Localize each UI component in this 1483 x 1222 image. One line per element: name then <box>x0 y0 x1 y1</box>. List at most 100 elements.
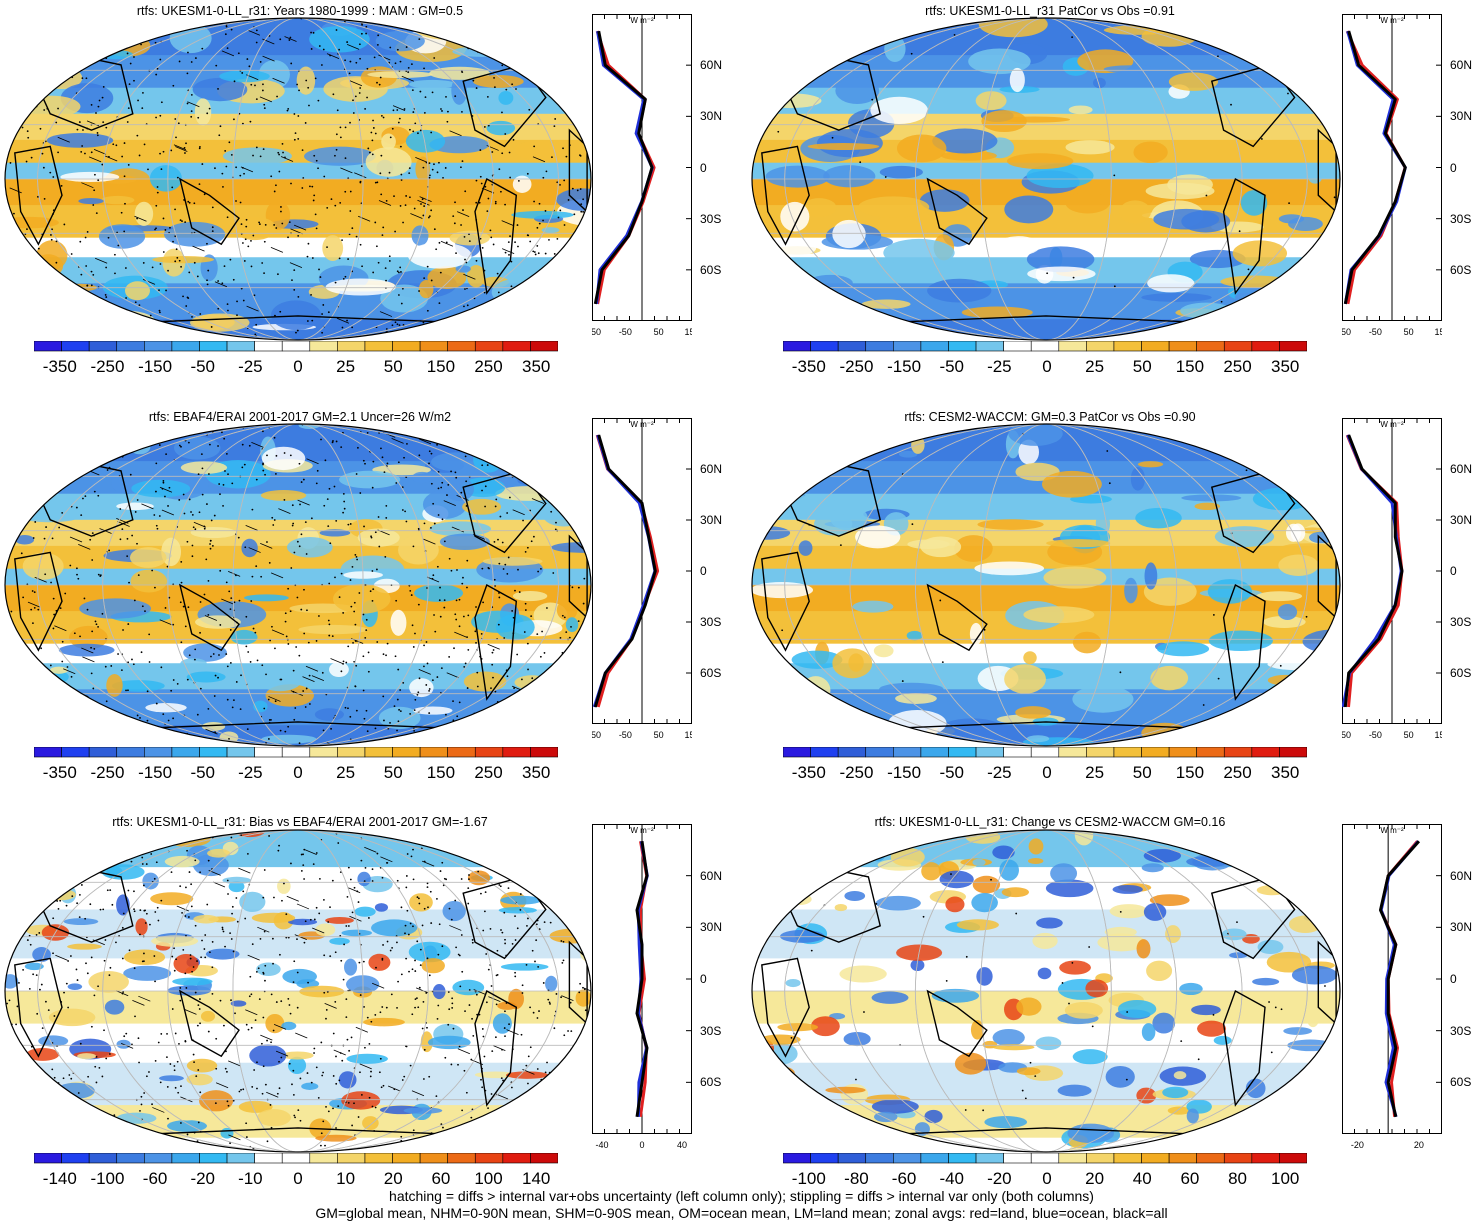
stipple-dot <box>374 221 377 224</box>
map-field-blob <box>518 830 564 837</box>
stipple-dot <box>396 941 398 944</box>
stipple-dot <box>226 1100 229 1103</box>
stipple-dot <box>300 870 303 872</box>
stipple-dot <box>167 719 170 722</box>
map-field-blob <box>814 512 853 536</box>
stipple-dot <box>189 424 192 425</box>
stipple-dot <box>542 1106 545 1109</box>
coastline <box>14 957 63 1058</box>
stipple-dot <box>468 989 471 991</box>
graticule-lon <box>980 830 1112 1152</box>
stipple-dot <box>194 658 196 661</box>
stipple-dot <box>448 557 451 560</box>
stipple-dot <box>481 246 484 249</box>
stipple-dot <box>256 659 259 662</box>
hatch-mark <box>296 903 310 910</box>
stipple-dot <box>571 833 573 835</box>
stipple-dot <box>423 665 425 668</box>
hatch-mark <box>54 625 67 632</box>
stipple-dot <box>379 76 382 79</box>
map-field-blob <box>879 165 923 179</box>
stipple-dot <box>1305 867 1308 870</box>
colorbar-label: 25 <box>336 763 355 782</box>
stipple-dot <box>141 605 144 608</box>
stipple-dot <box>241 466 244 469</box>
stipple-dot <box>143 909 146 912</box>
stipple-dot <box>355 61 358 64</box>
stipple-dot <box>418 454 421 457</box>
stipple-dot <box>93 647 96 650</box>
stipple-dot <box>419 948 422 951</box>
stipple-dot <box>358 92 361 94</box>
stipple-dot <box>366 730 369 733</box>
stipple-dot <box>404 932 406 935</box>
stipple-dot <box>440 1123 443 1126</box>
stipple-dot <box>18 531 20 534</box>
stipple-dot <box>325 1105 327 1108</box>
map-field-blob <box>1240 313 1294 326</box>
hatch-mark <box>357 215 371 222</box>
stipple-dot <box>492 44 495 47</box>
stipple-dot <box>93 1133 96 1136</box>
stipple-dot <box>491 1050 494 1053</box>
stipple-dot <box>43 109 46 111</box>
stipple-dot <box>505 1116 507 1118</box>
stipple-dot <box>353 1102 355 1105</box>
hatch-mark <box>359 1063 372 1070</box>
stipple-dot <box>244 546 247 549</box>
stipple-dot <box>29 725 32 728</box>
map-field-blob <box>1301 87 1340 94</box>
stipple-dot <box>36 456 38 458</box>
stipple-dot <box>454 201 456 204</box>
stipple-dot <box>15 927 17 929</box>
stipple-dot <box>155 116 157 119</box>
stipple-dot <box>413 828 415 830</box>
map-field-blob <box>222 876 252 885</box>
stipple-dot <box>230 938 233 940</box>
stipple-dot <box>565 631 568 634</box>
map-field-blob <box>823 165 876 188</box>
map-field-blob <box>1186 1108 1199 1124</box>
stipple-dot <box>1282 442 1284 445</box>
stipple-dot <box>33 606 36 609</box>
stipple-dot <box>446 120 449 123</box>
graticule-lon <box>37 830 559 1152</box>
stipple-dot <box>296 540 299 543</box>
stipple-dot <box>237 52 240 55</box>
stipple-dot <box>323 954 326 957</box>
stipple-dot <box>430 131 433 134</box>
map-field-blob <box>1214 526 1275 548</box>
map-field-blob <box>896 134 947 163</box>
stipple-dot <box>143 952 145 955</box>
colorbar-label: 250 <box>474 763 502 782</box>
stipple-dot <box>550 48 552 51</box>
stipple-dot <box>66 317 69 319</box>
stipple-dot <box>211 941 214 943</box>
stipple-dot <box>184 972 187 975</box>
stipple-dot <box>50 581 52 584</box>
stipple-dot <box>222 930 225 933</box>
lat-label: 60S <box>700 666 722 680</box>
stipple-dot <box>528 328 531 331</box>
stipple-dot <box>174 260 177 263</box>
hatch-mark <box>18 440 32 447</box>
stipple-dot <box>74 706 77 709</box>
stipple-dot <box>777 130 780 133</box>
stipple-dot <box>119 508 122 510</box>
stipple-dot <box>106 469 109 471</box>
colorbar-p5: -140 -100 -60 -20 -10 0 10 20 60 100 140 <box>34 1153 558 1188</box>
stipple-dot <box>1330 257 1333 260</box>
stipple-dot <box>480 1078 482 1081</box>
graticule-lon <box>849 18 1243 340</box>
stipple-dot <box>95 212 98 215</box>
stipple-dot <box>452 700 454 703</box>
stipple-dot <box>445 241 448 244</box>
stipple-dot <box>374 132 377 135</box>
stipple-dot <box>221 926 224 929</box>
colorbar-swatch <box>783 1153 811 1164</box>
stipple-dot <box>452 322 455 325</box>
colorbar-swatch <box>116 1153 145 1164</box>
stipple-dot <box>397 980 399 983</box>
map-field-blob <box>1015 706 1052 719</box>
stipple-dot <box>111 903 114 906</box>
